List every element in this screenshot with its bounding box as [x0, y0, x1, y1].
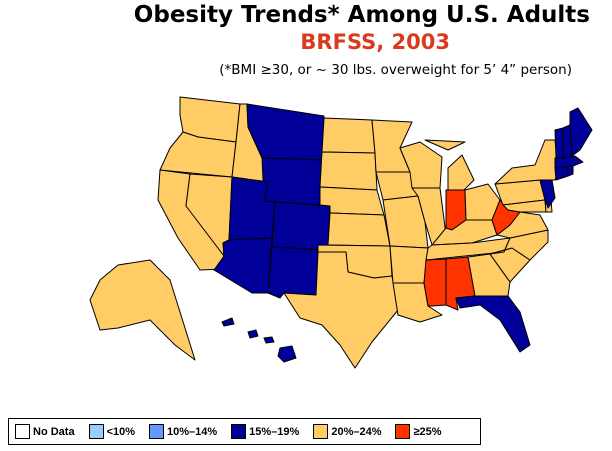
state-ND [321, 117, 376, 154]
state-CO [271, 201, 331, 251]
state-AK [89, 259, 196, 361]
state-ME [569, 107, 593, 157]
state-SD [319, 151, 378, 191]
legend-item-10_14: 10%–14% [149, 424, 217, 439]
legend-item-ge25: ≥25% [395, 424, 442, 439]
state-AZ [213, 237, 273, 294]
state-NM [267, 246, 319, 299]
legend-swatch [313, 424, 329, 439]
state-KY [431, 219, 498, 246]
legend-swatch [149, 424, 165, 439]
legend-item-15_19: 15%–19% [231, 424, 299, 439]
state-TX [283, 251, 399, 369]
legend-label: <10% [106, 425, 136, 438]
legend-label: 10%–14% [167, 425, 218, 438]
state-RI [567, 165, 574, 177]
state-NE [319, 186, 385, 216]
state-WY [261, 157, 323, 206]
legend-item-lt10: <10% [88, 424, 136, 439]
legend-swatch [395, 424, 411, 439]
state-GA [467, 253, 511, 297]
legend-swatch [231, 424, 247, 439]
legend-label: 15%–19% [249, 425, 300, 438]
state-VT [554, 127, 564, 159]
state-FL [455, 295, 531, 353]
state-AR [389, 245, 429, 284]
legend-item-20_24: 20%–24% [313, 424, 381, 439]
state-NY [494, 139, 559, 185]
legend: No Data <10% 10%–14% 15%–19% 20%–24% ≥25% [8, 418, 481, 445]
bmi-footnote: (*BMI ≥30, or ~ 30 lbs. overweight for 5… [219, 62, 572, 78]
map-subtitle: BRFSS, 2003 [300, 30, 450, 54]
legend-label: No Data [33, 425, 75, 438]
legend-item-no_data: No Data [15, 424, 75, 439]
legend-label: ≥25% [413, 425, 442, 438]
legend-swatch [88, 424, 104, 439]
state-MI [424, 139, 475, 193]
legend-swatch [15, 424, 30, 439]
state-MS [423, 258, 447, 307]
state-HI [221, 317, 297, 363]
map-title: Obesity Trends* Among U.S. Adults [133, 2, 590, 28]
state-MO [382, 195, 429, 249]
state-KS [327, 212, 391, 247]
legend-label: 20%–24% [331, 425, 382, 438]
